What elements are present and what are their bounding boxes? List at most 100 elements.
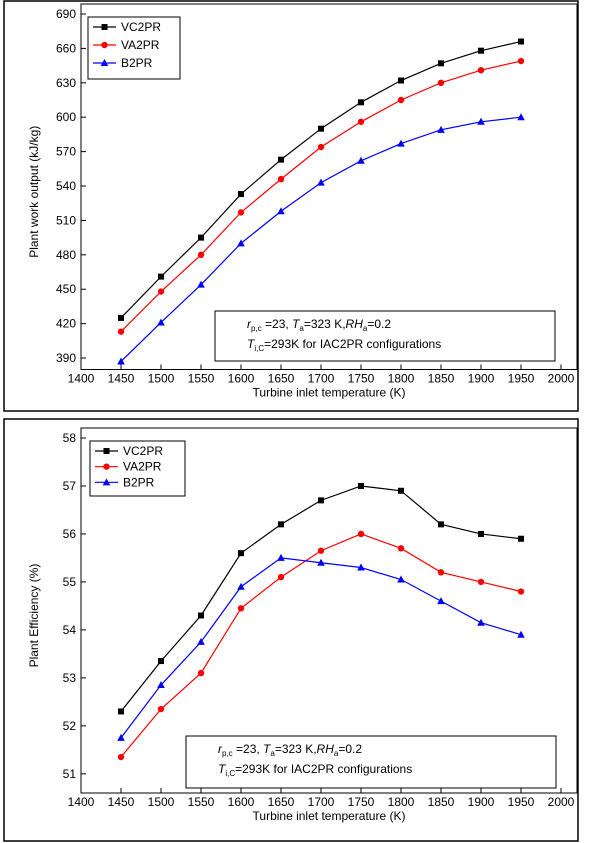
x-tick-label: 2000	[548, 795, 575, 809]
marker	[197, 280, 205, 288]
series-line	[120, 485, 522, 712]
y-tick-label: 600	[56, 110, 76, 124]
marker	[358, 482, 364, 489]
x-tick-label: 2000	[548, 372, 575, 386]
y-tick-label: 420	[56, 317, 76, 331]
marker	[518, 38, 524, 45]
x-tick-label: 1950	[508, 795, 535, 809]
annotation-part: r	[218, 742, 223, 756]
annotation-part: T	[292, 317, 301, 331]
x-tick-label: 1750	[348, 372, 375, 386]
annotation-part: i,C	[254, 344, 264, 353]
y-tick-label: 480	[56, 248, 76, 262]
marker	[118, 314, 124, 321]
marker	[237, 239, 245, 247]
marker	[237, 209, 245, 216]
marker	[158, 658, 164, 665]
marker	[238, 550, 244, 557]
series-line	[120, 60, 522, 333]
marker	[117, 733, 125, 741]
marker	[517, 588, 525, 595]
y-tick-label: 58	[63, 431, 77, 445]
marker	[437, 125, 445, 133]
marker	[157, 705, 165, 713]
y-tick-label: 630	[56, 76, 76, 90]
marker	[197, 669, 205, 677]
x-tick-label: 1550	[188, 372, 215, 386]
y-tick-label: 52	[63, 719, 77, 733]
x-axis-label: Turbine inlet temperature (K)	[253, 386, 406, 400]
x-tick-label: 1650	[268, 372, 295, 386]
marker	[438, 60, 444, 67]
marker	[517, 113, 525, 121]
panel-frame	[3, 418, 579, 842]
marker	[238, 191, 244, 198]
y-tick-label: 570	[56, 145, 76, 159]
marker	[317, 558, 325, 566]
x-tick-label: 1500	[148, 795, 175, 809]
x-tick-label: 1800	[388, 372, 415, 386]
marker	[101, 24, 108, 30]
legend-label: B2PR	[121, 56, 153, 70]
marker	[158, 273, 164, 280]
annotation-part: i,C	[225, 769, 235, 778]
y-axis-label: Plant work output (kJ/kg)	[27, 126, 41, 258]
marker	[102, 478, 111, 486]
annotation: Ti,C=293K for IAC2PR configurations	[218, 762, 412, 778]
marker	[277, 553, 285, 561]
marker	[478, 530, 484, 537]
marker	[317, 143, 325, 151]
annotation: Ti,C=293K for IAC2PR configurations	[247, 337, 441, 353]
annotation-part: =23,	[262, 317, 292, 331]
annotation-part: =0.2	[367, 317, 391, 331]
marker	[157, 288, 165, 295]
plot-area	[80, 427, 578, 794]
x-axis-label: Turbine inlet temperature (K)	[253, 809, 406, 823]
x-tick-label: 1600	[228, 372, 255, 386]
marker	[397, 96, 405, 104]
marker	[517, 57, 525, 65]
marker	[103, 448, 110, 454]
marker	[357, 118, 365, 125]
marker	[477, 66, 485, 74]
marker	[517, 630, 525, 638]
marker	[437, 569, 445, 576]
marker	[237, 582, 245, 590]
annotation-part: T	[218, 762, 227, 776]
x-tick-label: 1400	[68, 372, 95, 386]
marker	[437, 79, 445, 87]
x-tick-label: 1850	[428, 372, 455, 386]
x-tick-label: 1700	[308, 372, 335, 386]
x-tick-label: 1450	[108, 372, 135, 386]
series-line	[120, 557, 522, 739]
annotation-part: RH	[317, 742, 335, 756]
x-tick-label: 1600	[228, 795, 255, 809]
x-tick-label: 1500	[148, 372, 175, 386]
annotation: rp,c =23, Ta=323 K,RHa=0.2	[247, 317, 391, 333]
x-tick-label: 1950	[508, 372, 535, 386]
y-tick-label: 690	[56, 7, 76, 21]
legend-label: VC2PR	[121, 20, 161, 34]
plot-area	[80, 3, 578, 370]
marker	[437, 597, 445, 605]
annotation-part: =23,	[233, 742, 263, 756]
marker	[397, 545, 405, 552]
y-tick-label: 540	[56, 179, 76, 193]
x-tick-label: 1900	[468, 795, 495, 809]
marker	[317, 178, 325, 186]
legend-label: VA2PR	[123, 460, 162, 474]
annotation-part: a	[270, 749, 275, 758]
annotation-part: a	[334, 749, 339, 758]
marker	[237, 605, 245, 612]
marker	[118, 708, 124, 715]
panel-frame	[3, 0, 579, 412]
y-tick-label: 53	[63, 671, 77, 685]
marker	[117, 357, 125, 365]
annotation-part: RH	[346, 317, 364, 331]
marker	[198, 234, 204, 241]
marker	[157, 681, 165, 689]
marker	[318, 125, 324, 132]
annotation-part: a	[363, 324, 368, 333]
marker	[357, 156, 365, 164]
